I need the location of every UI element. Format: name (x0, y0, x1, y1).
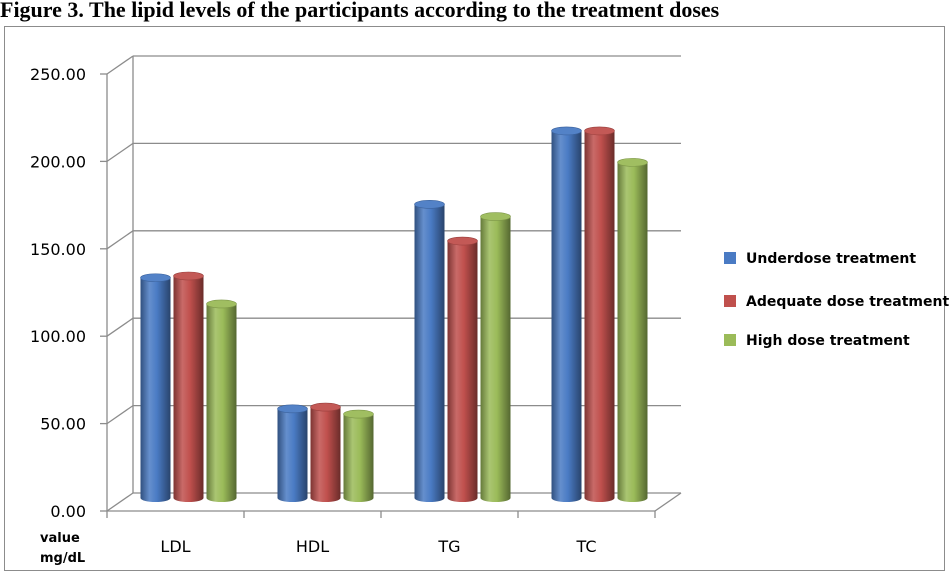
bar-body (480, 216, 511, 502)
y-tick-label: 100.00 (30, 327, 86, 346)
bar-cap (173, 271, 204, 281)
chart-frame (4, 26, 945, 571)
bar-tc-1 (551, 126, 582, 503)
bar-body (343, 414, 374, 502)
bar-body (414, 204, 445, 502)
bar-body (447, 241, 478, 502)
bar-ldl-2 (173, 271, 204, 502)
bar-body (551, 130, 582, 503)
bar-ldl-3 (206, 299, 237, 502)
legend-label: Adequate dose treatment (746, 294, 949, 310)
legend-label: High dose treatment (746, 333, 910, 349)
bar-body (206, 303, 237, 502)
x-tick-label: LDL (160, 537, 190, 556)
figure-title: Figure 3. The lipid levels of the partic… (0, 0, 720, 22)
bar-ldl-1 (140, 273, 171, 502)
bar-cap (277, 404, 308, 414)
legend-swatch (724, 252, 736, 264)
y-unit-label: mg/dL (40, 551, 85, 566)
legend-label: Underdose treatment (746, 251, 916, 267)
bar-cap (447, 236, 478, 246)
bar-body (140, 277, 171, 502)
y-tick-label: 0.00 (50, 502, 86, 521)
y-unit-label: value (40, 531, 80, 546)
bar-cap (414, 200, 445, 209)
bar-tg-2 (447, 236, 478, 502)
bar-tc-2 (584, 126, 615, 503)
bars-layer (140, 126, 648, 503)
gridline-diag (106, 492, 134, 512)
bar-body (617, 162, 648, 502)
bar-body (584, 130, 615, 503)
bar-cap (343, 409, 374, 419)
bar-body (277, 408, 308, 502)
bar-tg-1 (414, 200, 445, 502)
gridline-diag (106, 317, 134, 337)
gridline-diag (106, 142, 134, 162)
y-tick-label: 50.00 (40, 415, 86, 434)
bar-tc-3 (617, 158, 648, 502)
bar-tg-3 (480, 212, 511, 502)
gridline-diag (106, 230, 134, 250)
gridline-diag (106, 405, 134, 425)
x-axis-side (654, 492, 682, 512)
legend-swatch (724, 334, 736, 346)
bar-cap (584, 126, 615, 136)
legend-swatch (724, 295, 736, 307)
bar-cap (140, 273, 171, 283)
bar-hdl-3 (343, 409, 374, 502)
bar-cap (480, 212, 511, 221)
y-tick-label: 200.00 (30, 152, 86, 171)
y-tick-label: 150.00 (30, 240, 86, 259)
bar-hdl-2 (310, 402, 341, 502)
labels-layer: 0.00 50.00 100.00 150.00 200.00 250.00 LDL HDL T… (30, 65, 596, 566)
bar-body (173, 276, 204, 502)
bar-cap (206, 299, 237, 309)
bar-body (310, 407, 341, 502)
legend-layer: Underdose treatment Adequate dose treatme… (724, 251, 949, 349)
bar-cap (617, 158, 648, 167)
x-tick-label: HDL (296, 537, 329, 556)
x-tick-label: TG (437, 537, 460, 556)
bar-hdl-1 (277, 404, 308, 502)
y-tick-label: 250.00 (30, 65, 86, 84)
bar-cap (310, 402, 341, 412)
gridline-diag (106, 55, 134, 75)
x-tick-label: TC (575, 537, 596, 556)
bar-cap (551, 126, 582, 136)
